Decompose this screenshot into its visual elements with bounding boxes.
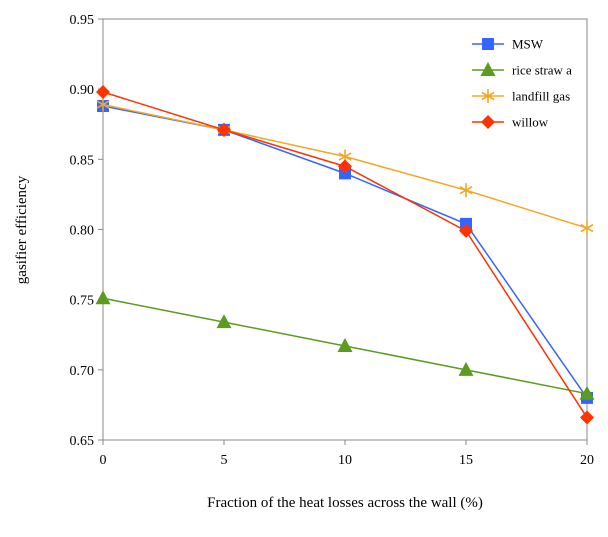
legend-label: landfill gas bbox=[512, 89, 570, 104]
x-tick-label: 15 bbox=[459, 453, 473, 468]
y-axis-title: gasifier efficiency bbox=[14, 175, 30, 284]
series-1 bbox=[95, 290, 595, 400]
legend-label: MSW bbox=[512, 37, 544, 52]
x-tick-label: 5 bbox=[221, 453, 228, 468]
y-tick-label: 0.70 bbox=[70, 364, 95, 379]
data-point-stroke bbox=[459, 186, 473, 195]
data-point-stroke bbox=[580, 223, 594, 233]
data-point bbox=[337, 337, 353, 352]
x-tick-label: 10 bbox=[338, 453, 352, 468]
data-point bbox=[217, 122, 231, 137]
data-point bbox=[580, 410, 594, 425]
data-point bbox=[458, 361, 474, 376]
data-point bbox=[459, 223, 473, 238]
x-tick-label: 20 bbox=[580, 453, 594, 468]
data-point bbox=[459, 183, 473, 198]
data-point bbox=[460, 217, 472, 230]
legend-item: rice straw a bbox=[472, 62, 572, 78]
y-tick-label: 0.85 bbox=[70, 153, 95, 168]
y-tick-label: 0.65 bbox=[70, 434, 95, 449]
legend-item: landfill gas bbox=[472, 89, 570, 104]
y-tick-label: 0.90 bbox=[70, 83, 95, 98]
data-point bbox=[579, 385, 595, 400]
data-point bbox=[339, 167, 351, 180]
y-tick-label: 0.95 bbox=[70, 13, 95, 28]
legend-item: MSW bbox=[472, 37, 544, 52]
legend-marker bbox=[482, 38, 494, 50]
series-3 bbox=[96, 84, 594, 425]
legend-marker bbox=[480, 62, 496, 76]
y-axis: 0.65 0.70 0.75 0.80 0.85 0.90 0.95 bbox=[70, 13, 103, 449]
data-point-stroke bbox=[96, 100, 110, 109]
x-axis: 0 5 10 15 20 bbox=[100, 440, 594, 468]
x-tick-label: 0 bbox=[100, 453, 107, 468]
data-point bbox=[96, 97, 110, 112]
data-point bbox=[96, 84, 110, 99]
y-tick-label: 0.80 bbox=[70, 224, 95, 239]
data-point bbox=[216, 314, 232, 329]
legend-marker bbox=[481, 89, 495, 103]
series-layer bbox=[95, 84, 595, 425]
legend: MSW rice straw a landfill gas willow bbox=[462, 26, 584, 136]
data-point bbox=[338, 159, 352, 174]
legend-label: willow bbox=[512, 115, 549, 130]
data-point bbox=[580, 221, 594, 236]
legend-label: rice straw a bbox=[512, 63, 572, 78]
x-axis-title: Fraction of the heat losses across the w… bbox=[207, 495, 483, 511]
legend-marker bbox=[481, 115, 495, 129]
data-point-stroke bbox=[338, 152, 352, 161]
legend-item: willow bbox=[472, 115, 549, 130]
y-tick-label: 0.75 bbox=[70, 294, 95, 309]
data-point bbox=[95, 290, 111, 305]
legend-marker-stroke bbox=[481, 91, 495, 101]
